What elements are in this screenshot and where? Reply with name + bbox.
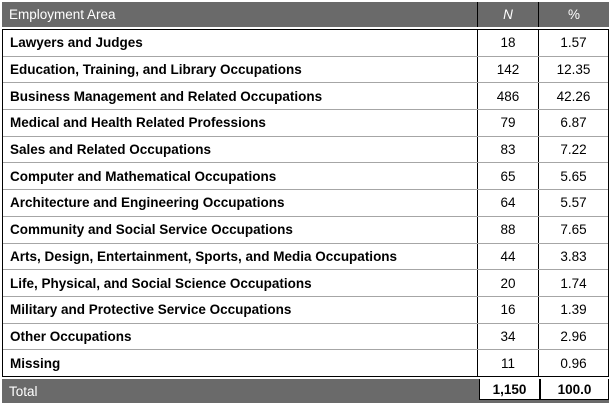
employment-area-cell: Life, Physical, and Social Science Occup…	[3, 270, 478, 296]
percent-cell: 7.65	[560, 222, 587, 238]
table-header: Employment Area N %	[2, 2, 609, 27]
table-row: Arts, Design, Entertainment, Sports, and…	[3, 243, 608, 271]
employment-area-cell: Missing	[3, 350, 478, 376]
n-cell: 18	[478, 30, 539, 56]
table-row: Military and Protective Service Occupati…	[3, 296, 608, 324]
n-cell: 83	[478, 136, 539, 163]
percent-cell: 6.87	[560, 115, 587, 131]
employment-area-cell: Lawyers and Judges	[3, 30, 478, 56]
n-cell: 20	[478, 270, 539, 296]
n-cell: 486	[478, 83, 539, 110]
percent-cell: 7.22	[560, 142, 587, 158]
percent-cell: 2.96	[560, 328, 587, 344]
n-cell: 11	[478, 350, 539, 376]
table-body: Lawyers and Judges 18 1.57 Education, Train…	[2, 29, 609, 377]
n-cell: 79	[478, 110, 539, 136]
total-n-cell: 1,150	[479, 379, 540, 400]
employment-area-cell: Other Occupations	[3, 323, 478, 350]
total-row: Total 1,150 100.0	[2, 379, 609, 403]
employment-area-cell: Medical and Health Related Professions	[3, 110, 478, 136]
n-cell: 65	[478, 163, 539, 190]
table-row: Architecture and Engineering Occupations…	[3, 190, 608, 217]
table-row: Computer and Mathematical Occupations 65 5…	[3, 163, 608, 191]
percent-cell: 5.65	[560, 168, 587, 184]
percent-cell: 1.39	[560, 302, 587, 318]
table-row: Medical and Health Related Professions 79…	[3, 110, 608, 137]
table-row: Education, Training, and Library Occupat…	[3, 56, 608, 84]
percent-cell: 3.83	[560, 248, 587, 264]
employment-area-cell: Business Management and Related Occupati…	[3, 83, 478, 110]
total-label: Total	[9, 383, 38, 399]
percent-cell: 0.96	[560, 355, 587, 371]
employment-area-cell: Education, Training, and Library Occupat…	[3, 56, 478, 83]
employment-area-cell: Arts, Design, Entertainment, Sports, and…	[3, 243, 478, 270]
employment-area-cell: Architecture and Engineering Occupations	[3, 190, 478, 216]
employment-area-cell: Sales and Related Occupations	[3, 136, 478, 163]
employment-area-cell: Community and Social Service Occupations	[3, 216, 478, 243]
n-cell: 16	[478, 296, 539, 323]
n-cell: 34	[478, 323, 539, 350]
employment-table: Employment Area N % Lawyers and Judges 18…	[2, 2, 609, 403]
table-row: Missing 11 0.96	[3, 350, 608, 376]
percent-cell: 12.35	[556, 62, 591, 78]
table-row: Lawyers and Judges 18 1.57	[3, 30, 608, 57]
percent-cell: 42.26	[556, 88, 591, 104]
header-n: N	[478, 2, 539, 27]
total-percent-cell: 100.0	[540, 379, 609, 400]
n-cell: 64	[478, 190, 539, 216]
table-row: Life, Physical, and Social Science Occup…	[3, 270, 608, 297]
n-cell: 142	[478, 56, 539, 83]
header-employment-area: Employment Area	[2, 2, 478, 27]
employment-area-cell: Military and Protective Service Occupati…	[3, 296, 478, 323]
percent-cell: 1.57	[560, 35, 587, 51]
n-cell: 44	[478, 243, 539, 270]
percent-cell: 5.57	[560, 195, 587, 211]
table-row: Sales and Related Occupations 83 7.22	[3, 136, 608, 164]
header-percent: %	[539, 2, 609, 27]
table-row: Other Occupations 34 2.96	[3, 323, 608, 351]
table-row: Community and Social Service Occupations…	[3, 216, 608, 244]
percent-cell: 1.74	[560, 275, 587, 291]
employment-area-cell: Computer and Mathematical Occupations	[3, 163, 478, 190]
table-row: Business Management and Related Occupati…	[3, 83, 608, 111]
n-cell: 88	[478, 216, 539, 243]
